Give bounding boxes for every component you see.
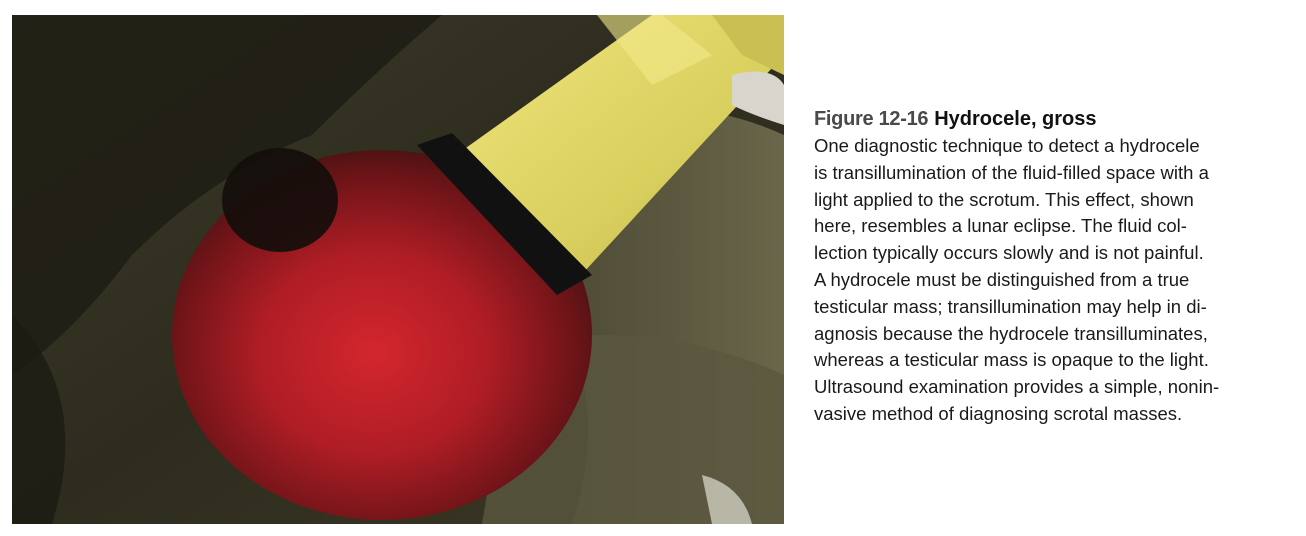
- figure-photo: [12, 15, 784, 524]
- caption-line: whereas a testicular mass is opaque to t…: [814, 349, 1209, 371]
- caption-line: here, resembles a lunar eclipse. The flu…: [814, 215, 1187, 237]
- caption-line: One diagnostic technique to detect a hyd…: [814, 135, 1200, 156]
- caption-line: Ultrasound examination provides a simple…: [814, 376, 1220, 398]
- caption-line: is transillumination of the fluid-filled…: [814, 161, 1209, 183]
- flashlight: [417, 15, 784, 295]
- caption-heading: Figure 12-16 Hydrocele, gross: [814, 106, 1300, 133]
- caption-line: agnosis because the hydrocele transillum…: [814, 322, 1208, 344]
- caption-line: vasive method of diagnosing scrotal mass…: [814, 402, 1183, 424]
- caption-line: light applied to the scrotum. This effec…: [814, 188, 1194, 210]
- figure-caption: Figure 12-16 Hydrocele, gross One diagnos…: [814, 106, 1300, 428]
- transillumination-image: [12, 15, 784, 524]
- eclipse-shadow: [222, 148, 338, 252]
- caption-line: A hydrocele must be distinguished from a…: [814, 268, 1190, 290]
- caption-body: One diagnostic technique to detect a hyd…: [814, 133, 1300, 428]
- caption-line: testicular mass; transillumination may h…: [814, 295, 1207, 317]
- hair-area: [12, 15, 442, 375]
- caption-line: lection typically occurs slowly and is n…: [814, 242, 1204, 264]
- figure-title: Hydrocele, gross: [934, 108, 1097, 130]
- figure-label: Figure 12-16: [814, 108, 929, 130]
